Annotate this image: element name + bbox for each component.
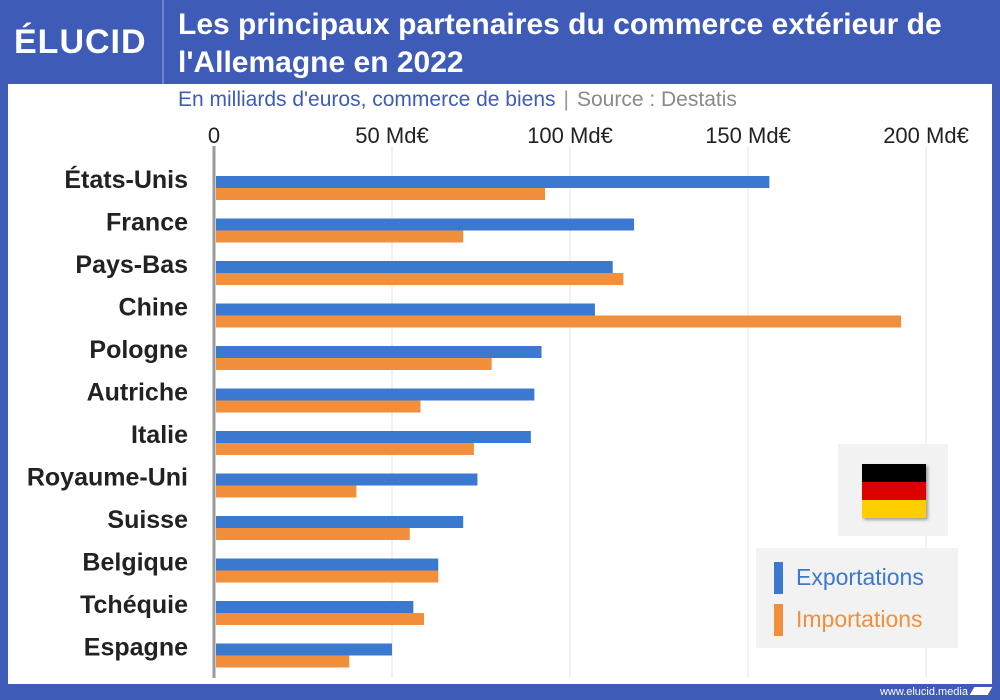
bar-imports	[216, 273, 624, 285]
bar-imports	[216, 485, 357, 498]
elucid-logo: ÉLUCID	[14, 23, 147, 61]
legend-swatch-imports	[774, 604, 783, 636]
flag-box	[838, 444, 948, 536]
x-tick-label: 200 Md€	[883, 123, 969, 148]
subtitle-text: En milliards d'euros, commerce de biens	[178, 88, 556, 111]
bar-exports	[216, 473, 478, 486]
category-label: Belgique	[82, 549, 188, 577]
x-tick-label: 50 Md€	[355, 123, 428, 148]
bar-imports	[216, 230, 464, 243]
flag-stripe-black	[862, 464, 926, 482]
legend-label-imports: Importations	[796, 606, 923, 632]
bar-exports	[216, 303, 595, 316]
legend: Exportations Importations	[756, 548, 958, 648]
category-label: Tchéquie	[80, 591, 188, 619]
category-label: Autriche	[87, 379, 189, 407]
bar-exports	[216, 388, 535, 401]
bar-exports	[216, 218, 635, 231]
bar-exports	[216, 261, 613, 273]
x-tick-label: 100 Md€	[527, 123, 613, 148]
bar-imports	[216, 443, 474, 455]
category-label: Pays-Bas	[75, 251, 188, 279]
category-label: Italie	[131, 421, 188, 449]
legend-item-exports: Exportations	[774, 560, 958, 594]
category-label: Espagne	[84, 634, 188, 662]
category-label: Royaume-Uni	[27, 464, 188, 492]
category-label: Pologne	[89, 336, 188, 364]
bar-imports	[216, 315, 902, 328]
footer: www.elucid.media	[879, 684, 993, 700]
bar-exports	[216, 558, 439, 571]
bar-exports	[216, 431, 531, 443]
elucid-mark-icon	[969, 687, 993, 695]
bar-imports	[216, 613, 425, 625]
footer-url: www.elucid.media	[879, 686, 968, 698]
bar-imports	[216, 358, 492, 370]
bar-exports	[216, 176, 770, 188]
category-label: États-Unis	[64, 165, 188, 194]
chart-subtitle: En milliards d'euros, commerce de biens |…	[178, 88, 737, 112]
subtitle-separator: |	[563, 88, 569, 111]
category-label: Chine	[119, 294, 189, 322]
header: ÉLUCID Les principaux partenaires du com…	[0, 0, 1000, 84]
header-divider	[162, 0, 164, 84]
category-label: Suisse	[107, 506, 188, 534]
flag-stripe-red	[862, 482, 926, 500]
x-tick-label: 0	[208, 123, 220, 148]
category-label: France	[106, 209, 188, 237]
bar-imports	[216, 400, 421, 413]
bar-imports	[216, 528, 410, 540]
bar-exports	[216, 516, 464, 528]
bar-exports	[216, 601, 414, 613]
legend-label-exports: Exportations	[796, 564, 924, 590]
bar-exports	[216, 643, 392, 656]
source-text: Source : Destatis	[576, 88, 737, 111]
bar-imports	[216, 570, 439, 583]
legend-item-imports: Importations	[774, 602, 958, 636]
bar-exports	[216, 346, 542, 358]
bar-imports	[216, 655, 350, 668]
chart-title: Les principaux partenaires du commerce e…	[178, 8, 942, 79]
flag-stripe-gold	[862, 500, 926, 518]
legend-swatch-exports	[774, 562, 783, 594]
germany-flag-icon	[862, 464, 926, 518]
bar-imports	[216, 188, 546, 200]
x-tick-label: 150 Md€	[705, 123, 791, 148]
